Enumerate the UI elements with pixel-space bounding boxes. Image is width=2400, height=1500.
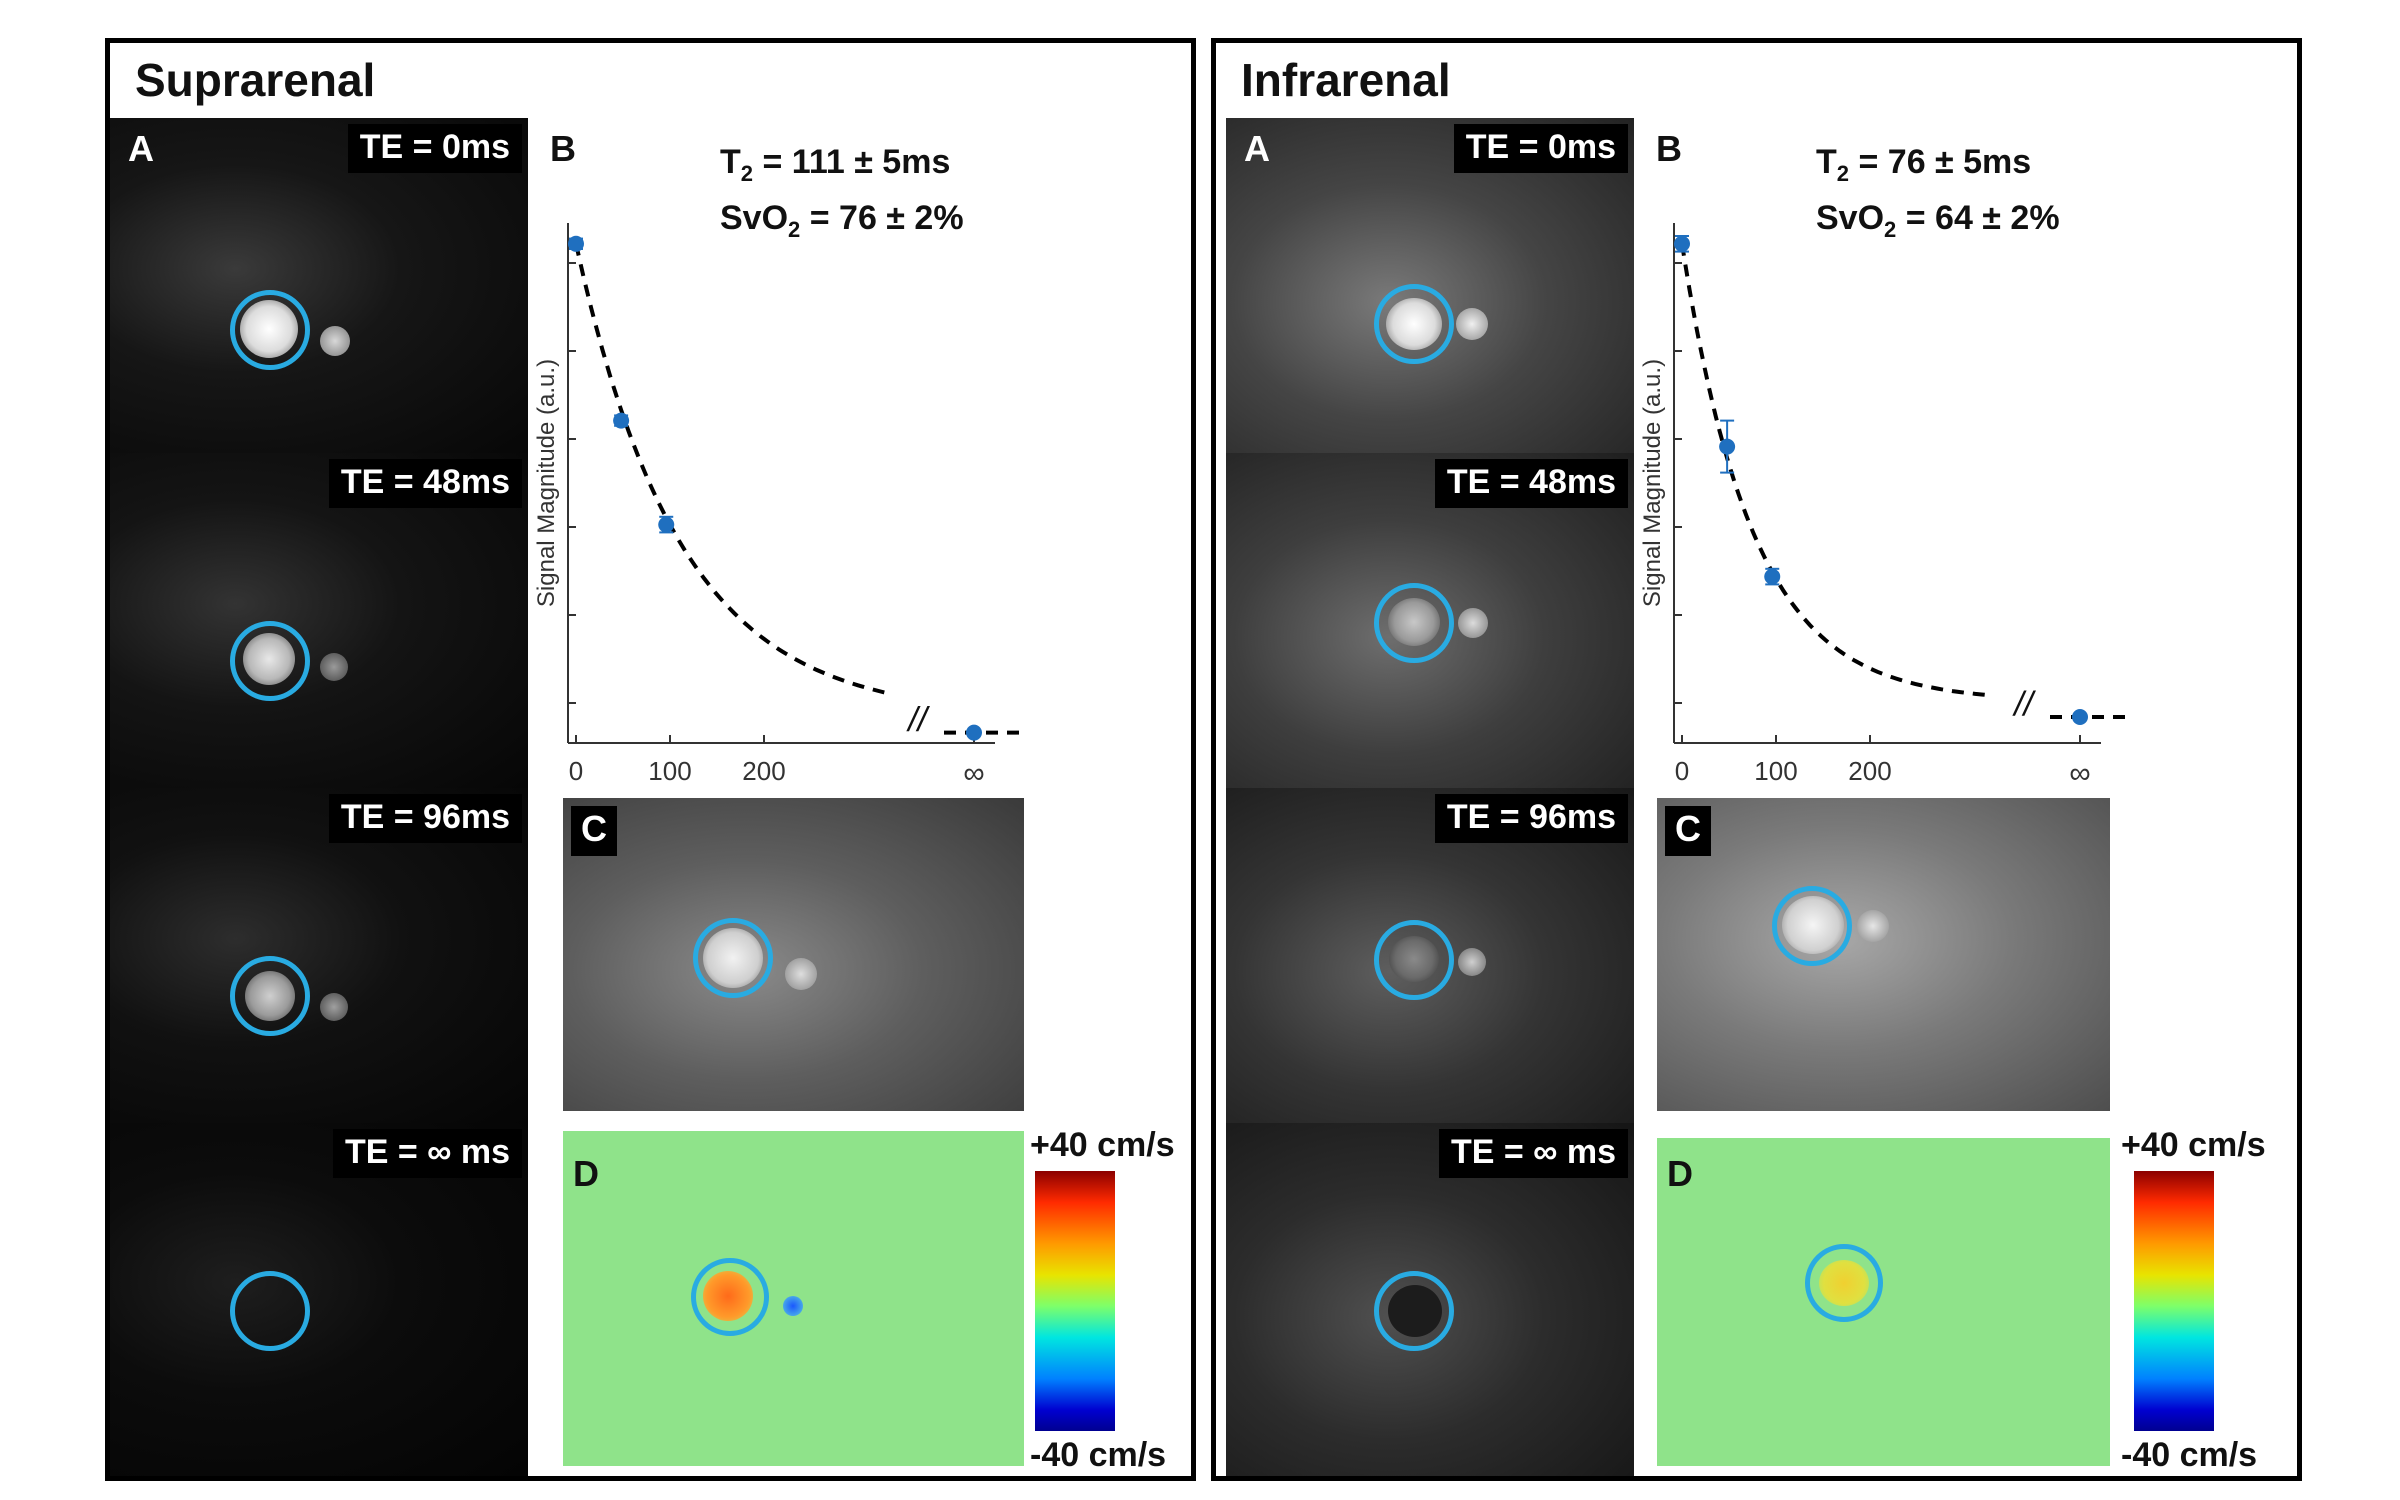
svo2-value: = 64 ± 2% <box>1896 198 2060 237</box>
velocity-map-d: D <box>563 1131 1024 1466</box>
roi-circle <box>230 290 310 370</box>
fit-curve <box>1680 243 1991 698</box>
roi-circle <box>1805 1244 1883 1322</box>
panel-letter-c: C <box>571 806 617 856</box>
mri-image-te96: TE = 96ms <box>110 788 528 1123</box>
panel-letter-d: D <box>573 1153 599 1194</box>
svo2-symbol: SvO <box>1816 198 1885 237</box>
t2-subscript: 2 <box>1836 160 1850 186</box>
axis-break-mark: // <box>906 701 930 739</box>
x-tick-label: ∞ <box>963 757 984 790</box>
roi-circle <box>1374 920 1454 1000</box>
suprarenal-panel: Suprarenal A TE = 0ms TE = 48ms TE = 96m… <box>105 38 1196 1481</box>
panel-letter-b: B <box>1656 128 1682 169</box>
panel-letter-a: A <box>1244 128 1270 169</box>
flow-spot-small <box>783 1296 803 1316</box>
roi-circle <box>230 621 310 701</box>
roi-circle <box>230 956 310 1036</box>
data-point <box>613 412 630 429</box>
vessel-small <box>785 958 817 990</box>
x-tick-label: 100 <box>648 756 691 786</box>
y-axis-label: Signal Magnitude (a.u.) <box>1639 359 1666 607</box>
mri-image-te0: A TE = 0ms <box>110 118 528 453</box>
mri-image-teinf: TE = ∞ ms <box>110 1123 528 1476</box>
t2-result: T2 = 111 ± 5ms SvO2 = 76 ± 2% <box>720 140 964 252</box>
t2-value: = 111 ± 5ms <box>753 143 951 181</box>
x-tick-label: 200 <box>1848 756 1891 786</box>
panel-letter-c: C <box>1665 806 1711 856</box>
te-label: TE = 0ms <box>1453 124 1628 173</box>
data-point <box>1719 438 1736 455</box>
t2-value: = 76 ± 5ms <box>1849 143 2032 181</box>
te-label: TE = ∞ ms <box>332 1129 522 1178</box>
t2-symbol: T <box>720 143 741 181</box>
axis-break-mark: // <box>2012 685 2036 723</box>
panel-title: Infrarenal <box>1241 54 1451 106</box>
vessel-small <box>1458 608 1488 638</box>
vessel-small <box>320 993 348 1021</box>
x-tick-label: 0 <box>1675 756 1689 786</box>
infrarenal-panel: Infrarenal A TE = 0ms TE = 48ms TE = 96m… <box>1211 38 2302 1481</box>
panel-title: Suprarenal <box>135 54 376 106</box>
vessel-small <box>1456 308 1488 340</box>
data-point <box>1674 235 1690 252</box>
mri-image-teinf: TE = ∞ ms <box>1226 1123 1634 1476</box>
vessel-small <box>1458 948 1486 976</box>
data-point <box>658 516 675 533</box>
mri-image-te96: TE = 96ms <box>1226 788 1634 1123</box>
te-label: TE = 48ms <box>328 459 522 508</box>
data-point-infinity <box>966 724 982 741</box>
t2-result: T2 = 76 ± 5ms SvO2 = 64 ± 2% <box>1816 140 2060 252</box>
svo2-subscript: 2 <box>788 216 801 242</box>
colorbar-min-label: -40 cm/s <box>2121 1436 2258 1474</box>
roi-circle <box>1374 583 1454 663</box>
x-tick-label: 200 <box>742 756 785 786</box>
y-axis-label: Signal Magnitude (a.u.) <box>533 359 560 607</box>
mri-image-c: C <box>1657 798 2110 1111</box>
data-point <box>568 235 584 252</box>
te-label: TE = 48ms <box>1434 459 1628 508</box>
mri-image-te0: A TE = 0ms <box>1226 118 1634 453</box>
roi-circle <box>1374 284 1454 364</box>
mri-image-te48: TE = 48ms <box>110 453 528 788</box>
velocity-colorbar <box>1035 1171 1115 1431</box>
roi-circle <box>691 1258 769 1336</box>
colorbar-max-label: +40 cm/s <box>1030 1126 1175 1164</box>
te-label: TE = ∞ ms <box>1438 1129 1628 1178</box>
t2-subscript: 2 <box>740 160 754 186</box>
roi-circle <box>1374 1271 1454 1351</box>
colorbar-max-label: +40 cm/s <box>2121 1126 2266 1164</box>
svo2-subscript: 2 <box>1884 216 1897 242</box>
colorbar-min-label: -40 cm/s <box>1030 1436 1167 1474</box>
te-label: TE = 96ms <box>1434 794 1628 843</box>
te-label: TE = 96ms <box>328 794 522 843</box>
mri-image-c: C <box>563 798 1024 1111</box>
data-point <box>1764 568 1781 585</box>
t2-symbol: T <box>1816 143 1837 181</box>
roi-circle <box>693 918 773 998</box>
x-tick-label: 100 <box>1754 756 1797 786</box>
x-tick-label: ∞ <box>2069 757 2090 790</box>
panel-letter-b: B <box>550 128 576 169</box>
vessel-small <box>320 326 350 356</box>
roi-circle <box>1772 886 1852 966</box>
velocity-colorbar <box>2134 1171 2214 1431</box>
mri-image-te48: TE = 48ms <box>1226 453 1634 788</box>
svo2-symbol: SvO <box>720 198 789 237</box>
velocity-map-d: D <box>1657 1138 2110 1466</box>
fit-curve <box>574 243 885 695</box>
vessel-small <box>320 653 348 681</box>
panel-letter-a: A <box>128 128 154 169</box>
vessel-small <box>1857 910 1889 942</box>
te-label: TE = 0ms <box>347 124 522 173</box>
svo2-value: = 76 ± 2% <box>800 198 964 237</box>
data-point-infinity <box>2072 709 2088 725</box>
x-tick-label: 0 <box>569 756 583 786</box>
panel-letter-d: D <box>1667 1153 1693 1194</box>
roi-circle <box>230 1271 310 1351</box>
